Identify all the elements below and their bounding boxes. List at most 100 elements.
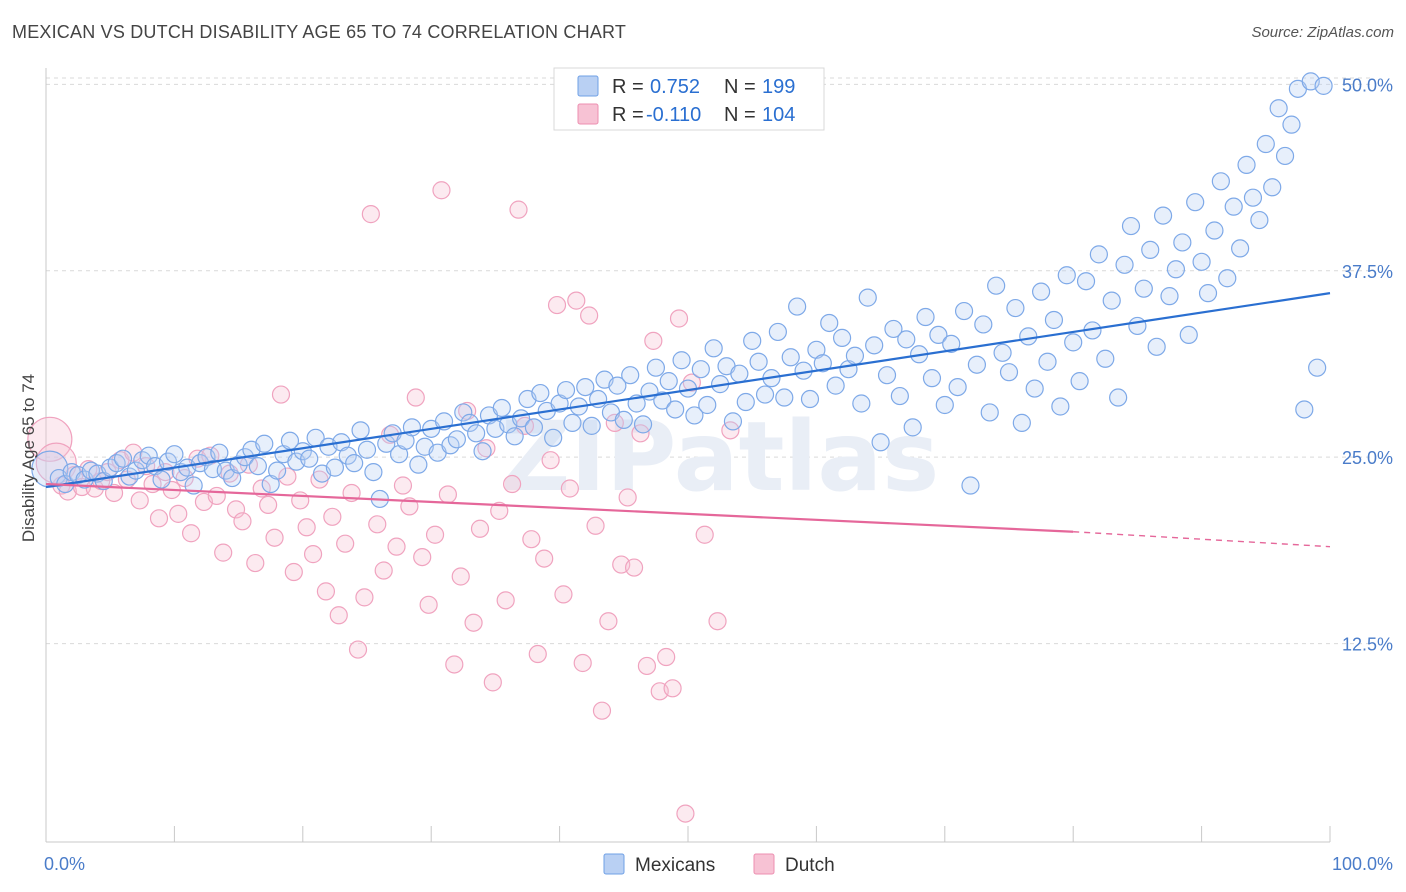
mexicans-point [730,364,749,383]
dutch-point [541,451,560,470]
mexicans-point [1211,172,1230,191]
mexicans-point [813,354,832,373]
mexicans-point [1173,233,1192,252]
mexicans-point [351,421,370,440]
mexicans-point [858,288,877,307]
chart-title: MEXICAN VS DUTCH DISABILITY AGE 65 TO 74… [12,22,627,42]
mexicans-point [1179,325,1198,345]
mexicans-point [935,395,954,415]
mexicans-point [1282,115,1301,134]
dutch-point [149,509,169,528]
legend-mexicans-swatch [603,853,625,875]
mexicans-point [1076,272,1096,291]
mexicans-point [1057,266,1076,285]
dutch-point [323,507,342,526]
mexicans-point [447,430,466,449]
dutch-point [27,416,73,462]
dutch-point [573,653,592,673]
mexicans-point [556,380,576,400]
dutch-trend-line [45,482,1074,533]
mexicans-point [1109,388,1128,407]
mexicans-point [877,366,897,385]
mexicans-point [832,328,852,347]
mexicans-point [614,410,633,430]
mexicans-point [1115,255,1134,274]
mexicans-point [999,363,1019,382]
mexicans-point [524,418,544,437]
dutch-point [663,679,682,698]
mexicans-point [152,470,171,489]
dutch-point [387,537,406,556]
dutch-point [303,545,323,564]
mexicans-point [1218,269,1237,288]
mexicans-point [454,403,473,422]
dutch-point [432,181,451,200]
dutch-point [624,558,644,577]
dutch-point [445,655,464,674]
mexicans-point [1198,284,1218,303]
mexicans-point [210,443,229,462]
mexicans-point [897,330,916,349]
mexicans-point [954,301,974,321]
mexicans-point [1089,245,1108,264]
mexicans-point [473,442,492,461]
mexicans-point [704,339,723,358]
mexicans-point [1044,310,1064,330]
mexicans-point [775,388,794,407]
mexicans-n-value: 199 [762,76,795,98]
dutch-point [509,200,528,219]
mexicans-point [698,395,717,415]
mexicans-point [229,455,248,474]
mexicans-point [980,403,999,422]
dutch-n-value: 104 [762,104,795,126]
dutch-point [297,518,316,537]
mexicans-point [1134,279,1153,298]
mexicans-point [1102,291,1121,310]
mexicans-point [582,416,601,435]
mexicans-point [653,391,672,410]
dutch-point [637,656,657,676]
dutch-point [522,530,541,549]
mexicans-point [884,319,903,339]
dutch-r-value: -0.110 [646,104,701,126]
mexicans-point [268,461,287,480]
dutch-point [657,647,676,667]
mexicans-point [1308,358,1327,377]
mexicans-point [467,424,486,443]
grid-lines [46,77,1370,645]
mexicans-point [1096,349,1115,368]
dutch-point [329,606,348,625]
dutch-point [599,612,618,631]
mexicans-point [608,376,627,395]
dutch-point [259,495,278,515]
dutch-point [644,331,663,350]
mexicans-trend-line [45,292,1331,489]
mexicans-point [1141,240,1160,259]
mexicans-swatch [577,75,599,97]
dutch-point [169,504,188,523]
mexicans-point [364,462,383,482]
mexicans-point [1295,400,1314,419]
mexicans-point [865,336,884,355]
stats-r-label-2: R = [612,104,644,126]
mexicans-point [948,377,967,397]
mexicans-point [1269,99,1288,118]
mexicans-point [659,372,678,391]
dutch-point [490,501,509,520]
mexicans-point [646,358,666,377]
mexicans-point [505,427,524,446]
dutch-swatch [577,103,599,125]
mexicans-point [1250,210,1269,230]
mexicans-point [1128,316,1147,336]
mexicans-point [1070,372,1089,391]
mexicans-point [1192,252,1211,271]
axes [45,68,1331,843]
legend-dutch-swatch [753,853,775,875]
mexicans-point [1012,413,1031,432]
mexicans-point [1160,287,1179,306]
stats-r-label-1: R = [612,76,644,98]
mexicans-point [826,376,845,395]
mexicans-point [903,418,922,437]
dutch-point [207,486,226,506]
